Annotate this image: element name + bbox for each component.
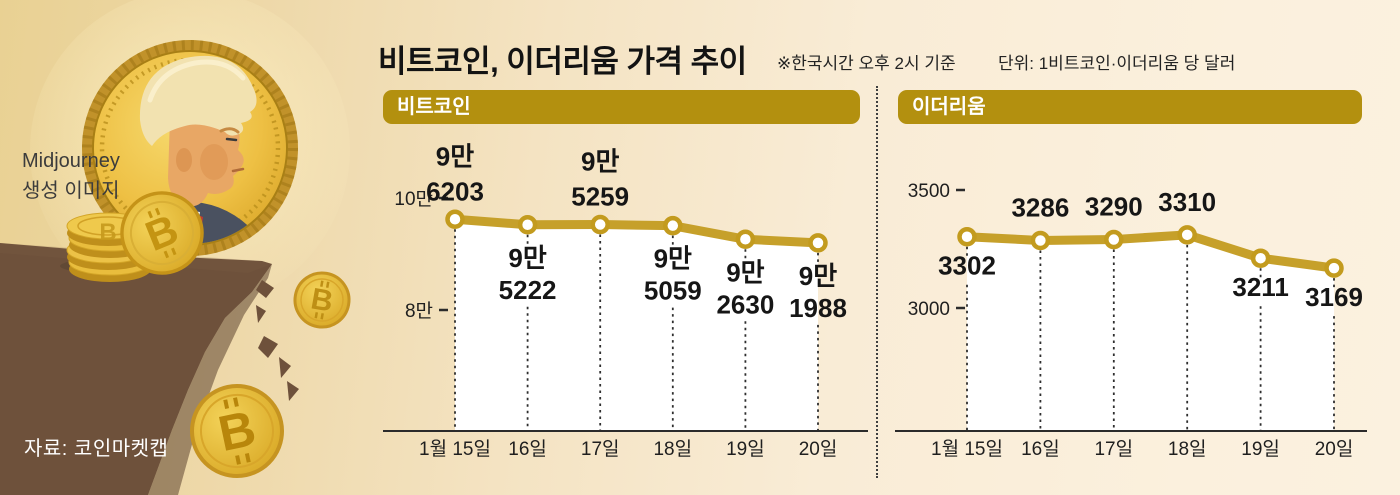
x-tick-label: 18일 xyxy=(653,438,692,460)
source-note: 자료: 코인마켓캡 xyxy=(24,438,169,460)
x-tick-label: 20일 xyxy=(799,438,838,460)
x-tick-label: 20일 xyxy=(1315,438,1354,460)
data-point-marker xyxy=(735,229,756,250)
x-tick-label: 1월 15일 xyxy=(419,438,491,460)
note-unit: 단위: 1비트코인·이더리움 당 달러 xyxy=(998,54,1236,73)
ethereum-chart-header: 이더리움 xyxy=(898,90,1362,124)
falling-debris xyxy=(256,280,299,401)
leaning-bitcoin-coin: B xyxy=(120,191,204,275)
x-tick-label: 17일 xyxy=(581,438,620,460)
data-point-marker xyxy=(1250,248,1271,268)
data-point-marker xyxy=(1177,225,1197,245)
bitcoin-b-letter: B xyxy=(99,219,116,246)
trump-coin xyxy=(82,40,298,256)
value-label: 3286 xyxy=(1011,193,1069,223)
x-tick-label: 16일 xyxy=(1021,438,1060,460)
value-label: 1988 xyxy=(789,293,847,323)
under-curve-fill xyxy=(455,219,818,431)
x-tick-label: 19일 xyxy=(726,438,765,460)
x-tick-label: 1월 15일 xyxy=(931,438,1003,460)
value-label: 3310 xyxy=(1158,187,1216,217)
data-point-marker xyxy=(808,233,828,253)
x-tick-label: 18일 xyxy=(1168,438,1207,460)
data-point-marker xyxy=(1030,230,1051,251)
value-label: 3302 xyxy=(938,251,996,281)
value-label: 5259 xyxy=(571,182,629,212)
falling-coin-large: B xyxy=(190,384,284,478)
falling-coin-small: B xyxy=(293,271,351,329)
midjourney-caption-line2: 생성 이미지 xyxy=(22,180,120,202)
data-point-marker xyxy=(1324,258,1344,278)
x-tick-label: 16일 xyxy=(508,438,547,460)
portrait-brow xyxy=(219,127,240,134)
value-label: 9만 xyxy=(654,244,692,274)
value-label: 3290 xyxy=(1085,192,1143,222)
y-tick-label: 3500 xyxy=(908,181,950,202)
portrait-cheek-shade xyxy=(200,144,228,180)
value-label: 9만 xyxy=(799,261,837,291)
x-tick-label: 17일 xyxy=(1094,438,1133,460)
data-point-marker xyxy=(663,215,683,236)
portrait-mouth xyxy=(231,167,245,173)
value-label: 3169 xyxy=(1305,282,1363,312)
midjourney-caption-line1: Midjourney xyxy=(22,150,120,172)
portrait-eye xyxy=(225,137,238,142)
ethereum-chart-title: 이더리움 xyxy=(912,96,986,118)
value-label: 3211 xyxy=(1232,272,1288,302)
price-line xyxy=(450,214,823,248)
coin-ridges xyxy=(82,40,298,256)
value-label: 5059 xyxy=(644,276,702,306)
bitcoin-chart-header: 비트코인 xyxy=(383,90,860,124)
bitcoin-coin-stack: B B xyxy=(66,191,204,282)
y-tick-label: 8만 xyxy=(405,300,433,322)
panel-divider xyxy=(876,86,878,478)
cliff-body xyxy=(0,243,272,495)
value-label: 6203 xyxy=(426,176,484,206)
portrait-ear xyxy=(176,148,192,172)
value-label: 2630 xyxy=(716,289,774,319)
y-tick-label: 10만 xyxy=(394,188,433,210)
y-tick-label: 3000 xyxy=(908,299,950,320)
cliff-face-shade xyxy=(148,264,272,495)
value-label: 9만 xyxy=(508,243,546,273)
value-label: 9만 xyxy=(581,147,619,177)
value-label: 9만 xyxy=(726,257,764,287)
data-point-marker xyxy=(517,215,538,235)
page-title: 비트코인, 이더리움 가격 추이 xyxy=(378,44,747,79)
note-time: ※한국시간 오후 2시 기준 xyxy=(777,54,956,73)
x-tick-label: 19일 xyxy=(1241,438,1280,460)
value-label: 5222 xyxy=(499,275,557,305)
bitcoin-chart-title: 비트코인 xyxy=(397,96,471,118)
portrait-hair-highlight xyxy=(147,59,246,103)
under-curve-fill xyxy=(967,234,1334,431)
data-point-marker xyxy=(957,226,977,247)
data-point-marker xyxy=(445,209,465,230)
ethereum-line-chart: 3500 3000 1월 15일 16일 17일 18일 19일 20일 3302 3286 329… xyxy=(895,181,1367,460)
trump-coin-cliff-illustration: B B B xyxy=(0,0,351,495)
value-label: 9만 xyxy=(436,141,474,171)
portrait-hair xyxy=(139,55,257,146)
price-line xyxy=(962,230,1339,273)
data-point-marker xyxy=(590,214,610,235)
midjourney-caption: Midjourney 생성 이미지 xyxy=(22,146,120,206)
data-point-marker xyxy=(1104,229,1124,250)
